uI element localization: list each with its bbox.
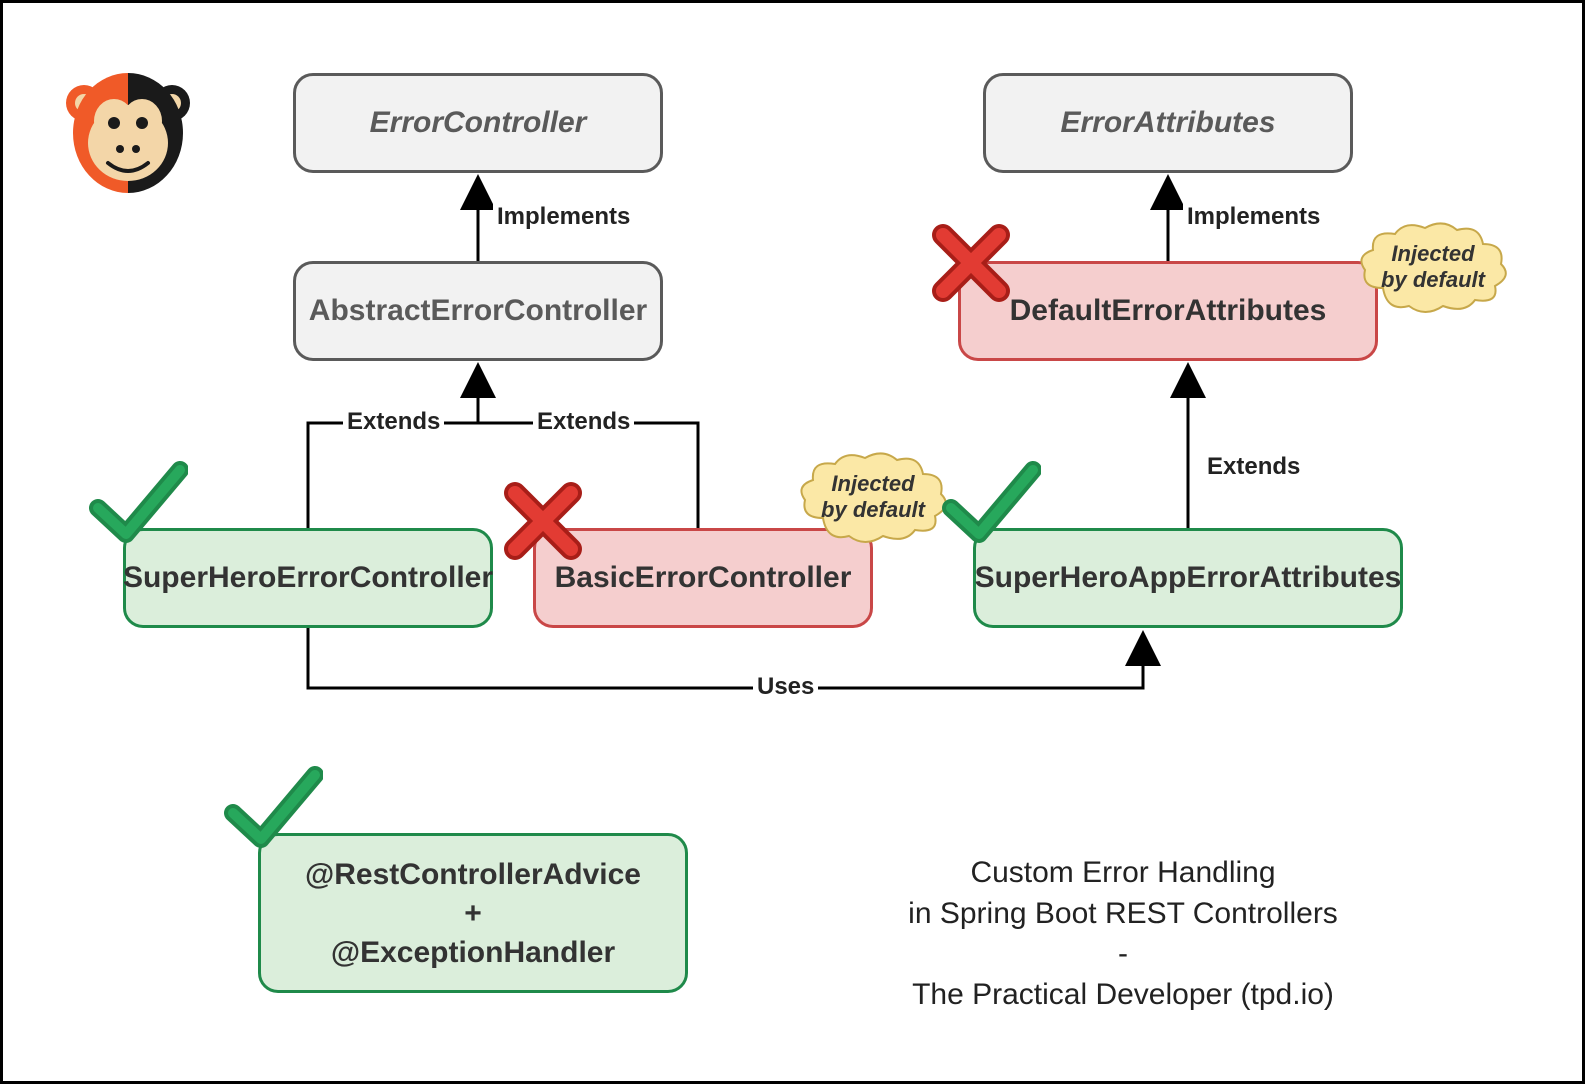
edge-uses: Uses — [753, 673, 818, 701]
footer-line1: Custom Error Handling — [843, 853, 1403, 894]
label-basic-error-controller: BasicErrorController — [555, 561, 852, 595]
edge-extends-left: Extends — [343, 408, 444, 436]
box-error-attributes: ErrorAttributes — [983, 73, 1353, 173]
cloud-injected-right: Injected by default — [1353, 218, 1513, 316]
check-icon — [223, 763, 323, 858]
edge-extends-right: Extends — [1203, 453, 1304, 481]
label-abstract-error-controller: AbstractErrorController — [309, 294, 647, 328]
monkey-logo — [58, 65, 198, 210]
advice-plus: + — [464, 894, 482, 933]
cross-icon — [931, 223, 1011, 308]
footer-line3: - — [843, 934, 1403, 975]
cloud-left-line1: Injected — [831, 471, 914, 496]
edge-extends-mid: Extends — [533, 408, 634, 436]
box-default-error-attributes: DefaultErrorAttributes — [958, 261, 1378, 361]
label-error-attributes: ErrorAttributes — [1060, 106, 1275, 140]
box-error-controller: ErrorController — [293, 73, 663, 173]
cloud-injected-left: Injected by default — [793, 448, 953, 546]
diagram-frame: ErrorController ErrorAttributes Abstract… — [0, 0, 1585, 1084]
label-superhero-app-error-attributes: SuperHeroAppErrorAttributes — [975, 561, 1402, 595]
check-icon — [88, 458, 188, 553]
label-error-controller: ErrorController — [370, 106, 587, 140]
footer-text: Custom Error Handling in Spring Boot RES… — [843, 853, 1403, 1015]
cloud-left-line2: by default — [821, 497, 925, 522]
cloud-right-line1: Injected — [1391, 241, 1474, 266]
check-icon — [941, 458, 1041, 553]
label-default-error-attributes: DefaultErrorAttributes — [1010, 294, 1327, 328]
footer-line2: in Spring Boot REST Controllers — [843, 894, 1403, 935]
label-superhero-error-controller: SuperHeroErrorController — [123, 561, 493, 595]
cloud-right-line2: by default — [1381, 267, 1485, 292]
cross-icon — [503, 481, 583, 566]
footer-line4: The Practical Developer (tpd.io) — [843, 975, 1403, 1016]
edge-implements-right: Implements — [1183, 203, 1324, 231]
box-abstract-error-controller: AbstractErrorController — [293, 261, 663, 361]
advice-line2: @ExceptionHandler — [331, 933, 615, 972]
advice-line1: @RestControllerAdvice — [305, 855, 641, 894]
edge-implements-left: Implements — [493, 203, 634, 231]
